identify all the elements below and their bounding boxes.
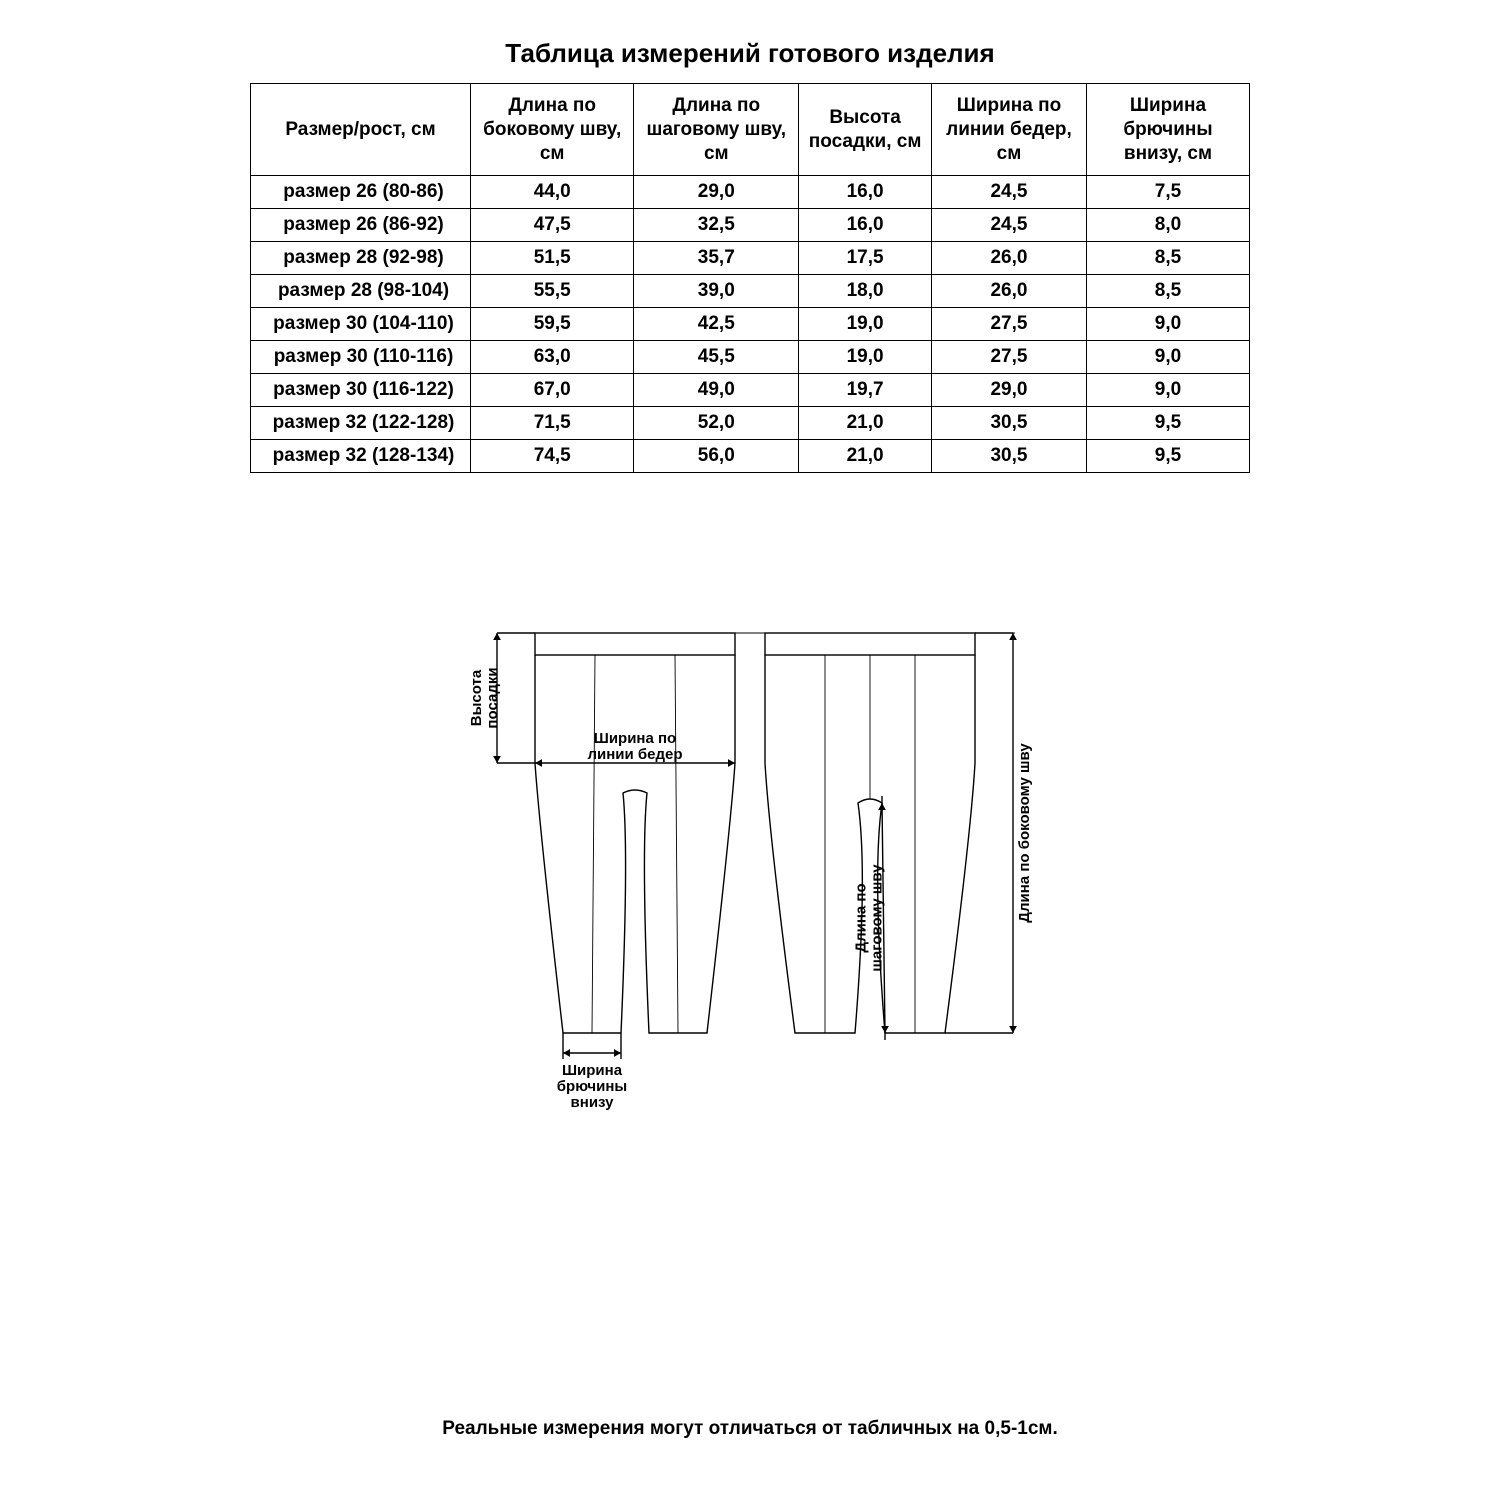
cell: 8,5 <box>1086 242 1249 275</box>
col-header: Длина по шаговому шву, см <box>634 84 799 176</box>
cell: 9,0 <box>1086 374 1249 407</box>
cell: 44,0 <box>471 176 634 209</box>
cell: 63,0 <box>471 341 634 374</box>
cell: 42,5 <box>634 308 799 341</box>
table-row: размер 30 (116-122)67,049,019,729,09,0 <box>251 374 1250 407</box>
row-label: размер 26 (80-86) <box>251 176 471 209</box>
cell: 21,0 <box>799 407 932 440</box>
cell: 9,0 <box>1086 341 1249 374</box>
svg-text:Ширина: Ширина <box>562 1062 623 1079</box>
row-label: размер 30 (116-122) <box>251 374 471 407</box>
svg-text:Высота: Высота <box>468 669 485 726</box>
table-row: размер 32 (122-128)71,552,021,030,59,5 <box>251 407 1250 440</box>
svg-text:Ширина по: Ширина по <box>594 730 676 747</box>
cell: 8,5 <box>1086 275 1249 308</box>
table-row: размер 30 (110-116)63,045,519,027,59,0 <box>251 341 1250 374</box>
svg-text:Длина по: Длина по <box>853 884 870 953</box>
svg-text:шаговому шву: шаговому шву <box>869 864 886 972</box>
table-row: размер 26 (86-92)47,532,516,024,58,0 <box>251 209 1250 242</box>
measurements-table: Размер/рост, см Длина по боковому шву, с… <box>250 83 1250 473</box>
row-label: размер 26 (86-92) <box>251 209 471 242</box>
cell: 30,5 <box>932 440 1087 473</box>
table-row: размер 26 (80-86)44,029,016,024,57,5 <box>251 176 1250 209</box>
cell: 29,0 <box>932 374 1087 407</box>
table-row: размер 32 (128-134)74,556,021,030,59,5 <box>251 440 1250 473</box>
cell: 21,0 <box>799 440 932 473</box>
cell: 19,0 <box>799 308 932 341</box>
cell: 27,5 <box>932 341 1087 374</box>
table-header-row: Размер/рост, см Длина по боковому шву, с… <box>251 84 1250 176</box>
cell: 47,5 <box>471 209 634 242</box>
cell: 24,5 <box>932 209 1087 242</box>
row-label: размер 28 (98-104) <box>251 275 471 308</box>
row-label: размер 30 (104-110) <box>251 308 471 341</box>
cell: 30,5 <box>932 407 1087 440</box>
cell: 59,5 <box>471 308 634 341</box>
cell: 67,0 <box>471 374 634 407</box>
cell: 19,7 <box>799 374 932 407</box>
row-label: размер 28 (92-98) <box>251 242 471 275</box>
cell: 45,5 <box>634 341 799 374</box>
svg-text:внизу: внизу <box>571 1094 615 1111</box>
col-header: Длина по боковому шву, см <box>471 84 634 176</box>
row-label: размер 32 (128-134) <box>251 440 471 473</box>
cell: 32,5 <box>634 209 799 242</box>
footer-note: Реальные измерения могут отличаться от т… <box>0 1418 1500 1440</box>
row-label: размер 30 (110-116) <box>251 341 471 374</box>
cell: 29,0 <box>634 176 799 209</box>
cell: 7,5 <box>1086 176 1249 209</box>
cell: 8,0 <box>1086 209 1249 242</box>
table-row: размер 28 (98-104)55,539,018,026,08,5 <box>251 275 1250 308</box>
col-header: Ширина брючины внизу, см <box>1086 84 1249 176</box>
cell: 16,0 <box>799 176 932 209</box>
svg-text:брючины: брючины <box>557 1078 627 1095</box>
cell: 39,0 <box>634 275 799 308</box>
cell: 49,0 <box>634 374 799 407</box>
cell: 17,5 <box>799 242 932 275</box>
cell: 9,5 <box>1086 407 1249 440</box>
cell: 52,0 <box>634 407 799 440</box>
cell: 27,5 <box>932 308 1087 341</box>
svg-text:Длина по боковому шву: Длина по боковому шву <box>1016 743 1033 923</box>
cell: 74,5 <box>471 440 634 473</box>
cell: 9,5 <box>1086 440 1249 473</box>
cell: 26,0 <box>932 242 1087 275</box>
page-title: Таблица измерений готового изделия <box>0 0 1500 83</box>
cell: 16,0 <box>799 209 932 242</box>
table-row: размер 30 (104-110)59,542,519,027,59,0 <box>251 308 1250 341</box>
svg-text:посадки: посадки <box>484 668 501 729</box>
cell: 55,5 <box>471 275 634 308</box>
cell: 71,5 <box>471 407 634 440</box>
cell: 56,0 <box>634 440 799 473</box>
col-header: Размер/рост, см <box>251 84 471 176</box>
cell: 24,5 <box>932 176 1087 209</box>
cell: 51,5 <box>471 242 634 275</box>
cell: 18,0 <box>799 275 932 308</box>
cell: 19,0 <box>799 341 932 374</box>
cell: 26,0 <box>932 275 1087 308</box>
table-row: размер 28 (92-98)51,535,717,526,08,5 <box>251 242 1250 275</box>
row-label: размер 32 (122-128) <box>251 407 471 440</box>
cell: 9,0 <box>1086 308 1249 341</box>
col-header: Ширина по линии бедер, см <box>932 84 1087 176</box>
cell: 35,7 <box>634 242 799 275</box>
measurement-diagram: Высотапосадки Ширина полинии бедер Ширинаб… <box>400 603 1100 1148</box>
svg-text:линии бедер: линии бедер <box>587 746 682 763</box>
col-header: Высота посадки, см <box>799 84 932 176</box>
